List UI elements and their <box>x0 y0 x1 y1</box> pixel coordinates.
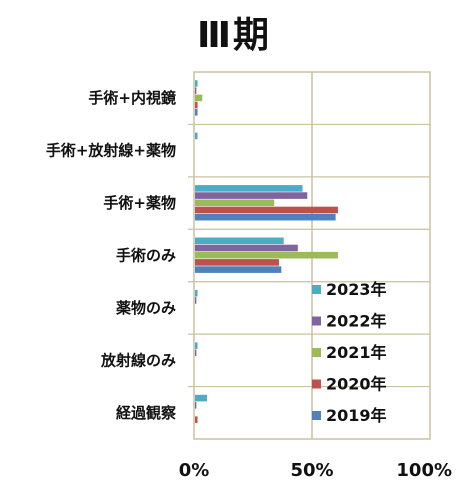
bar <box>195 80 198 87</box>
category-label: 薬物のみ <box>115 299 176 317</box>
x-tick-label: 100% <box>396 460 452 481</box>
bar <box>195 251 338 259</box>
bar <box>195 101 198 109</box>
legend-swatch <box>312 348 321 357</box>
category-label: 手術+放射線+薬物 <box>46 142 176 160</box>
bar <box>195 206 338 214</box>
bar <box>195 401 197 409</box>
grid-layer <box>188 71 431 440</box>
legend-swatch <box>312 411 321 420</box>
legend-label: 2022年 <box>326 312 387 331</box>
category-label: 放射線のみ <box>100 351 176 369</box>
bar <box>195 259 279 266</box>
category-label: 経過観察 <box>116 404 177 422</box>
bar <box>195 416 198 423</box>
bar <box>195 87 197 95</box>
bar <box>195 297 197 304</box>
bar <box>195 266 282 273</box>
legend-label: 2021年 <box>326 343 387 362</box>
bar <box>195 185 303 192</box>
bar <box>195 237 284 245</box>
bar-layer <box>195 80 338 423</box>
bar <box>195 213 336 221</box>
category-label: 手術のみ <box>116 247 176 265</box>
bar <box>195 289 198 297</box>
x-tick-label: 0% <box>179 460 210 481</box>
bar <box>195 394 207 402</box>
legend-swatch <box>312 316 321 326</box>
legend-label: 2023年 <box>326 280 387 299</box>
bar <box>195 199 275 207</box>
category-label: 手術+内視鏡 <box>88 89 176 107</box>
category-label: 手術+薬物 <box>103 194 176 212</box>
chart-title: Ⅲ期 <box>196 15 272 56</box>
legend-label: 2019年 <box>326 406 387 425</box>
bar <box>195 94 203 102</box>
bar <box>195 342 198 349</box>
x-tick-label: 50% <box>290 460 333 481</box>
legend-label: 2020年 <box>326 375 387 394</box>
legend: 2023年 2022年 2021年 2020年 2019年 <box>312 280 387 425</box>
legend-swatch <box>312 379 321 389</box>
legend-swatch <box>312 285 321 294</box>
bar <box>195 109 198 116</box>
bar <box>195 132 198 140</box>
bar <box>195 244 298 252</box>
bar <box>195 349 197 357</box>
bar <box>195 192 308 199</box>
